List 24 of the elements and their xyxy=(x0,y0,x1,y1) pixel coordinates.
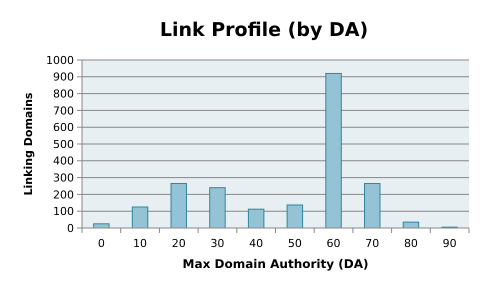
y-tick-label: 1000 xyxy=(46,54,74,67)
x-tick-label: 50 xyxy=(288,237,302,250)
chart-title: Link Profile (by DA) xyxy=(160,19,368,41)
x-tick-label: 30 xyxy=(210,237,224,250)
y-tick-label: 100 xyxy=(53,205,74,218)
x-tick-label: 80 xyxy=(404,237,418,250)
y-tick-label: 300 xyxy=(53,171,74,184)
y-tick-label: 0 xyxy=(67,222,74,235)
x-tick-label: 90 xyxy=(442,237,457,250)
y-tick-label: 800 xyxy=(53,87,74,100)
y-axis-title: Linking Domains xyxy=(22,92,35,196)
y-tick-label: 500 xyxy=(53,138,74,151)
y-tick-label: 200 xyxy=(53,188,74,202)
x-tick-label: 10 xyxy=(133,237,148,250)
x-axis-title: Max Domain Authority (DA) xyxy=(182,257,368,271)
x-tick-label: 40 xyxy=(249,237,264,250)
x-tick-label: 0 xyxy=(98,237,105,250)
y-tick-label: 700 xyxy=(53,104,74,118)
y-tick-label: 600 xyxy=(53,121,74,134)
y-tick-label: 900 xyxy=(53,70,74,84)
y-tick-label: 400 xyxy=(53,154,74,168)
x-tick-label: 20 xyxy=(172,237,186,250)
x-tick-label: 60 xyxy=(326,237,341,250)
x-tick-label: 70 xyxy=(365,237,380,250)
